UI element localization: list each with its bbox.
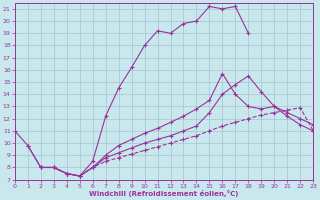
X-axis label: Windchill (Refroidissement éolien,°C): Windchill (Refroidissement éolien,°C) — [89, 190, 239, 197]
